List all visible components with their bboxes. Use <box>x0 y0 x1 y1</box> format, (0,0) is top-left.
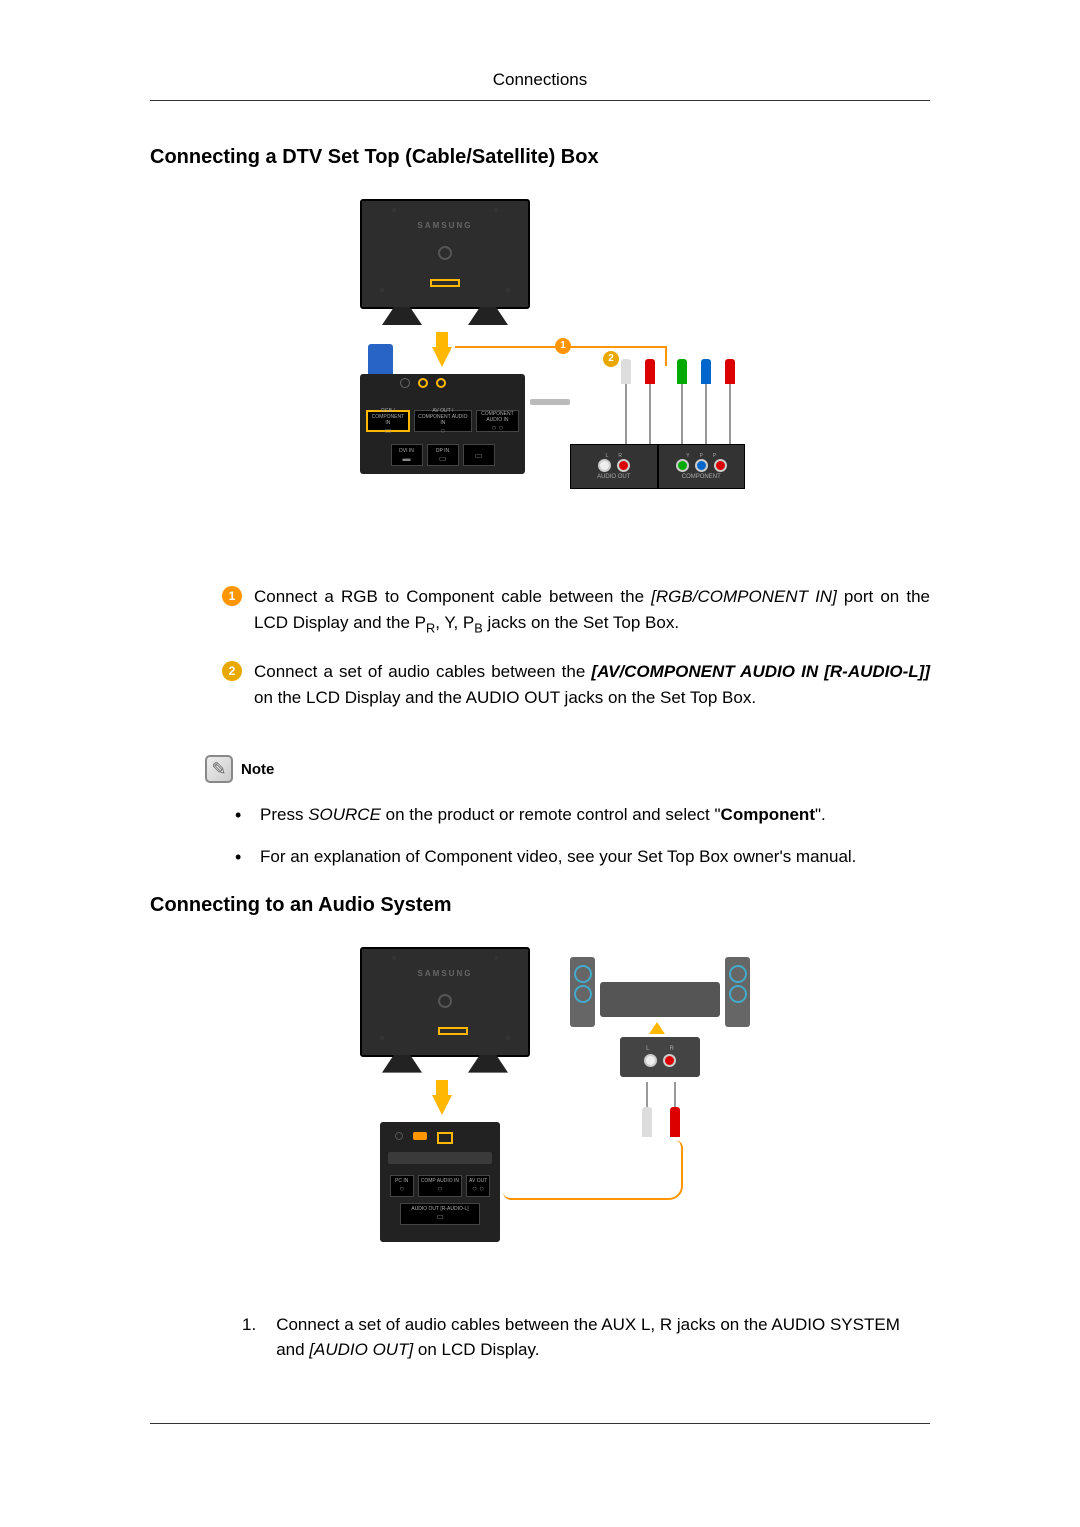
audio-receiver <box>600 982 720 1017</box>
page-header: Connections <box>150 70 930 101</box>
jack-pr <box>714 459 727 472</box>
jack-audio-r <box>617 459 630 472</box>
audio-arrow-down-icon <box>432 1095 452 1115</box>
jack-y <box>676 459 689 472</box>
tv-brand-label: SAMSUNG <box>418 221 473 230</box>
diagram-badge-2: 2 <box>603 351 619 367</box>
component-label: COMPONENT <box>682 474 721 480</box>
rgb-cable-connector <box>368 344 393 374</box>
audio-cables <box>642 1082 680 1137</box>
audio-tv-port-highlight <box>438 1027 468 1035</box>
audio-tv-back-panel: SAMSUNG <box>360 947 530 1057</box>
audio-diagram-container: SAMSUNG LR <box>150 947 930 1252</box>
dvi-in-port: DVI IN▬ <box>391 444 423 466</box>
av-out-port: AV OUT / COMPONENT AUDIO IN○ <box>414 410 472 432</box>
diagram-badge-1: 1 <box>555 338 571 354</box>
footer-divider <box>150 1423 930 1424</box>
arrow-up-icon <box>649 1022 665 1034</box>
tv-port-highlight <box>430 279 460 287</box>
section-heading-audio: Connecting to an Audio System <box>150 894 930 917</box>
note-block: ✎ Note Press SOURCE on the product or re… <box>205 755 930 869</box>
instruction-2: 2 Connect a set of audio cables between … <box>222 659 930 710</box>
pc-in-port: PC IN○ <box>390 1175 414 1197</box>
note-icon: ✎ <box>205 755 233 783</box>
aux-panel: LR <box>620 1037 700 1077</box>
audio-tv-brand-label: SAMSUNG <box>418 969 473 978</box>
tv-back-panel: SAMSUNG <box>360 199 530 309</box>
note-item-2: For an explanation of Component video, s… <box>235 845 930 869</box>
audio-diagram: SAMSUNG LR <box>325 947 755 1247</box>
audio-comp-port: COMP AUDIO IN○ <box>418 1175 462 1197</box>
note-label: Note <box>241 761 274 778</box>
jack-audio-l <box>598 459 611 472</box>
cable-segment <box>530 399 570 405</box>
audio-cable-path <box>503 1140 683 1200</box>
dtv-instructions: 1 Connect a RGB to Component cable betwe… <box>222 584 930 710</box>
audio-out-port: AUDIO OUT [R-AUDIO-L]▭ <box>400 1203 480 1225</box>
audio-instruction-1: 1. Connect a set of audio cables between… <box>242 1312 930 1363</box>
audio-instructions: 1. Connect a set of audio cables between… <box>242 1312 930 1363</box>
av-out-port-2: AV OUT○ ○ <box>466 1175 490 1197</box>
aux-jack-l <box>644 1054 657 1067</box>
component-cables <box>621 359 735 414</box>
section-heading-dtv: Connecting a DTV Set Top (Cable/Satellit… <box>150 146 930 169</box>
dp-in-port: DP IN▭ <box>427 444 459 466</box>
instruction-1: 1 Connect a RGB to Component cable betwe… <box>222 584 930 637</box>
audio-display-port-panel: PC IN○ COMP AUDIO IN○ AV OUT○ ○ AUDIO OU… <box>380 1122 500 1242</box>
display-port-panel: RGB / COMPONENT IN▭ AV OUT / COMPONENT A… <box>360 374 525 474</box>
comp-audio-port: COMPONENT AUDIO IN○ ○ <box>476 410 519 432</box>
dtv-diagram: SAMSUNG 1 2 RGB / COMPONENT IN▭ AV OUT /… <box>325 199 755 519</box>
audio-out-label: AUDIO OUT <box>597 474 630 480</box>
stb-output-panel: LR AUDIO OUT YPP COMPONENT <box>570 444 745 489</box>
badge-1-icon: 1 <box>222 586 242 606</box>
arrow-down-icon <box>432 347 452 367</box>
dtv-diagram-container: SAMSUNG 1 2 RGB / COMPONENT IN▭ AV OUT /… <box>150 199 930 524</box>
speaker-right <box>725 957 750 1027</box>
speaker-left <box>570 957 595 1027</box>
badge-2-icon: 2 <box>222 661 242 681</box>
rgb-component-port: RGB / COMPONENT IN▭ <box>366 410 410 432</box>
note-item-1: Press SOURCE on the product or remote co… <box>235 803 930 827</box>
aux-jack-r <box>663 1054 676 1067</box>
jack-pb <box>695 459 708 472</box>
